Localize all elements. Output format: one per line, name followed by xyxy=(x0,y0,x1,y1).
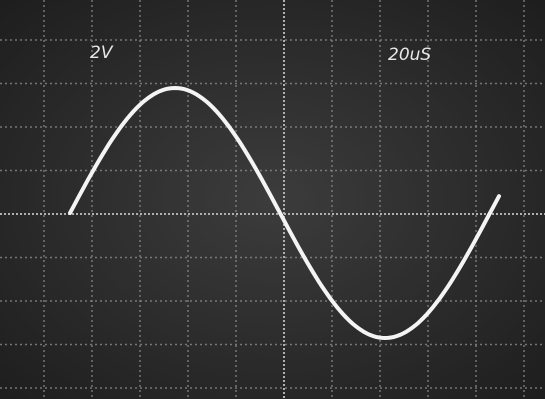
volts-per-div-label: 2V xyxy=(90,43,114,63)
time-per-div-label: 20uS xyxy=(388,45,431,65)
oscilloscope-screen: 2V 20uS xyxy=(0,0,545,399)
